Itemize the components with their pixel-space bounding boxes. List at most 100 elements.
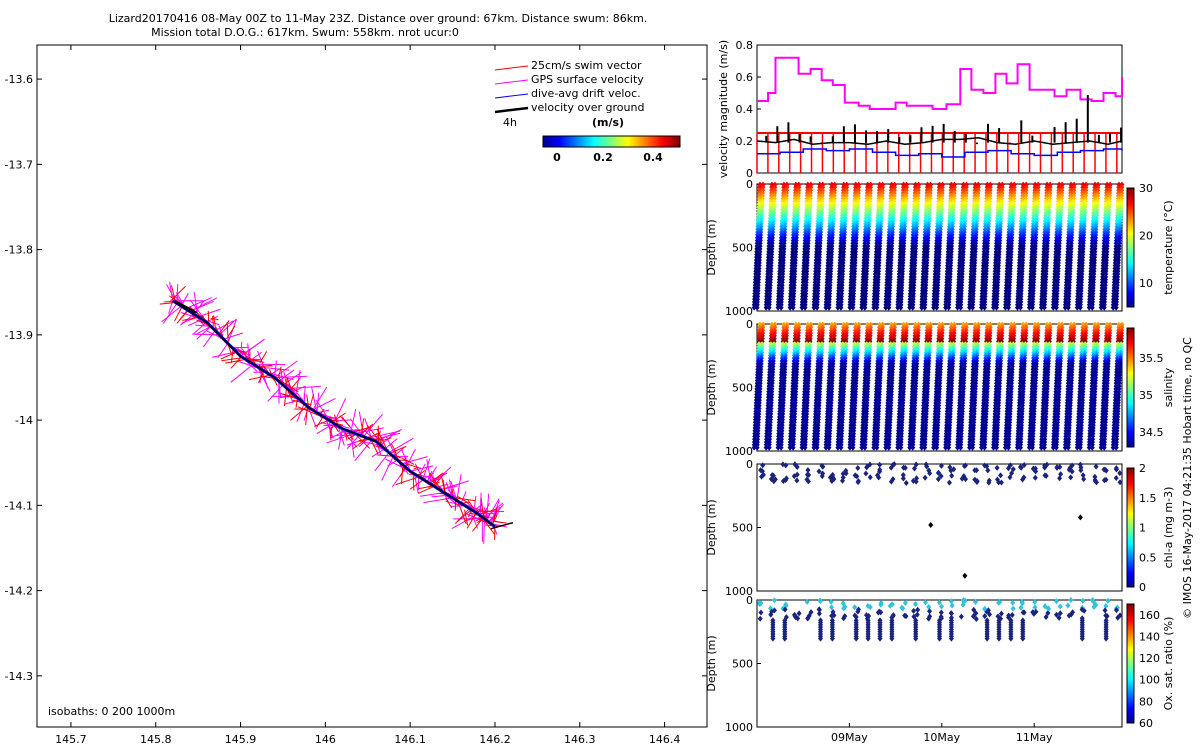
swim-vector xyxy=(305,405,309,426)
colorbar-unit: (m/s) xyxy=(592,116,624,129)
profile-point xyxy=(1062,304,1068,311)
profile-point xyxy=(919,304,925,311)
legend-drift: dive-avg drift veloc. xyxy=(531,87,641,100)
profile-point xyxy=(775,304,781,311)
swim-vector xyxy=(482,518,495,535)
swim-vector xyxy=(379,437,392,442)
profile-point xyxy=(898,304,904,311)
swim-vector xyxy=(404,462,421,469)
legend-gps: GPS surface velocity xyxy=(531,73,644,86)
profile-point xyxy=(958,304,964,311)
gps-velocity-vector xyxy=(189,297,218,312)
profile-point xyxy=(871,304,877,311)
profile-point xyxy=(778,304,784,311)
swim-vector xyxy=(333,414,339,425)
title-line-2: Mission total D.O.G.: 617km. Swum: 558km… xyxy=(151,26,459,39)
profile-point xyxy=(874,304,880,311)
swim-vector xyxy=(389,445,407,455)
swim-vector xyxy=(220,351,237,360)
profile-point xyxy=(990,304,996,311)
profile-point xyxy=(979,304,985,311)
section-y-tick-label: 1000 xyxy=(725,305,753,318)
swim-vector xyxy=(243,351,248,359)
swim-vector xyxy=(347,431,354,441)
gps-velocity-vector xyxy=(295,370,301,397)
profile-point xyxy=(826,304,832,311)
swim-vector xyxy=(159,302,174,305)
gps-velocity-vector xyxy=(227,319,237,344)
gps-velocity-vector xyxy=(278,381,282,398)
swim-vector xyxy=(455,497,476,502)
swim-vector xyxy=(226,322,229,345)
swim-vector xyxy=(445,497,453,509)
swim-vector xyxy=(277,366,282,378)
velocity-y-label: velocity magnitude (m/s) xyxy=(717,40,730,178)
profile-point xyxy=(1050,304,1056,311)
gps-velocity-vector xyxy=(483,518,485,544)
gps-velocity-vector xyxy=(423,497,453,504)
velocity-y-tick-label: 0.4 xyxy=(736,103,754,116)
swim-vector xyxy=(464,509,469,526)
gps-velocity-vector xyxy=(223,332,243,340)
gps-velocity-vector xyxy=(371,448,385,458)
swim-vector xyxy=(457,500,467,525)
map-x-tick-label: 145.7 xyxy=(55,733,87,746)
profile-point xyxy=(946,304,952,311)
swim-vector xyxy=(295,398,298,408)
map-frame xyxy=(36,44,708,728)
swim-vector xyxy=(395,477,418,486)
swim-vector xyxy=(171,285,176,302)
isobaths-note: isobaths: 0 200 1000m xyxy=(48,705,175,718)
map-y-tick-label: -13.9 xyxy=(5,329,33,342)
map-y-tick-label: -14 xyxy=(15,414,33,427)
profile-point xyxy=(993,304,999,311)
swim-vector xyxy=(189,306,206,321)
profile-point xyxy=(814,304,820,311)
swim-vector xyxy=(492,520,507,524)
title-line-1: Lizard20170416 08-May 00Z to 11-May 23Z.… xyxy=(109,12,648,25)
velocity-y-tick-label: 0.2 xyxy=(736,135,754,148)
map-axis-ticks: 145.7 145.8 145.9 146 146.1 146.2 146.3 146.4-1… xyxy=(5,45,707,746)
velocity-y-tick-label: 0 xyxy=(746,167,753,180)
map-x-tick-label: 146.4 xyxy=(649,733,681,746)
profile-point xyxy=(754,304,760,311)
colorbar-label: salinity xyxy=(1162,367,1175,407)
colorbar-tick-label: 10 xyxy=(1139,277,1153,290)
gps-velocity-vector xyxy=(381,456,394,481)
gps-velocity-vector xyxy=(274,375,308,378)
swim-vector xyxy=(314,420,328,427)
gps-velocity-vector xyxy=(350,409,357,432)
gps-velocity-vector xyxy=(486,498,500,521)
swim-vector xyxy=(230,356,242,369)
gps-velocity-vector xyxy=(484,502,504,520)
colorbar-tick-label: 35 xyxy=(1139,389,1153,402)
gps-velocity-vector xyxy=(257,366,290,371)
legend-over-ground: velocity over ground xyxy=(531,101,644,114)
swim-vector xyxy=(230,350,234,363)
gps-velocity-vector xyxy=(195,325,212,335)
profile-point xyxy=(934,304,940,311)
gps-velocity-vector xyxy=(240,341,243,357)
profile-point xyxy=(790,304,796,311)
profile-point xyxy=(802,304,808,311)
swim-vector xyxy=(248,374,270,381)
swim-vector xyxy=(358,439,370,442)
gps-velocity-vector xyxy=(330,429,347,439)
profile-point xyxy=(751,304,757,311)
colorbar-tick-label: 30 xyxy=(1139,182,1153,195)
gps-velocity-vector xyxy=(346,434,360,450)
profile-point xyxy=(886,304,892,311)
swim-vector xyxy=(413,467,418,470)
gps-velocity-vector xyxy=(202,330,216,348)
profile-point xyxy=(1041,304,1047,311)
colorbar-tick-1: 0.2 xyxy=(593,151,613,164)
gps-velocity-vector xyxy=(413,473,419,494)
section-y-tick-label: 500 xyxy=(732,382,753,395)
map-x-tick-label: 146 xyxy=(315,733,336,746)
section-y-label: Depth (m) xyxy=(705,219,718,275)
map-y-tick-label: -13.6 xyxy=(5,73,33,86)
gps-velocity-vector xyxy=(267,384,284,402)
swim-vector xyxy=(320,408,325,415)
profile-point xyxy=(1029,304,1035,311)
